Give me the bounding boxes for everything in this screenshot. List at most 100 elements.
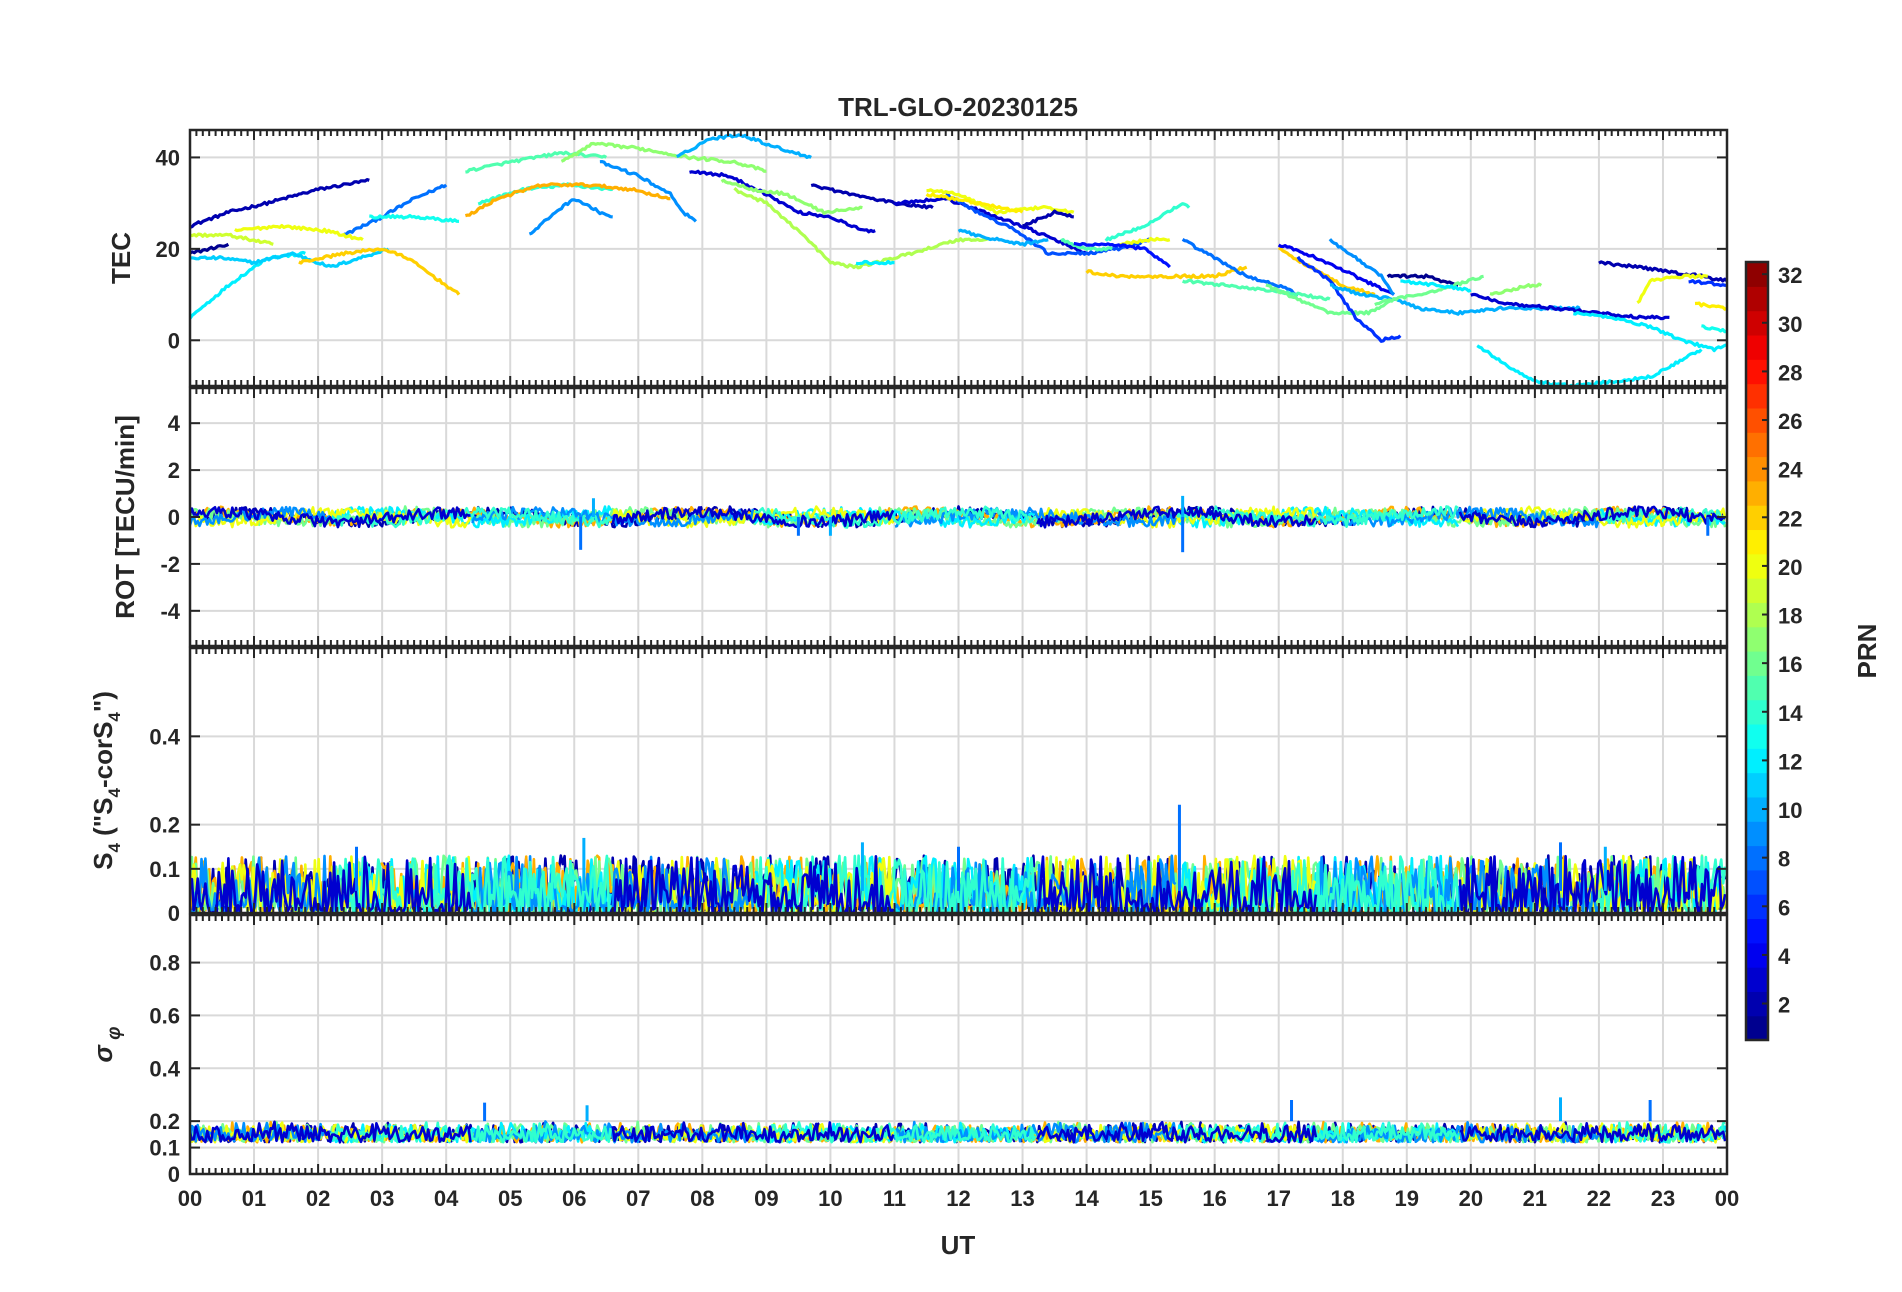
s4-y-tick-label: 0.4 — [149, 724, 180, 749]
colorbar-frame — [1744, 260, 1770, 1042]
tec-series-prn-13 — [1701, 324, 1727, 334]
colorbar-cell — [1746, 553, 1768, 579]
s4-y-tick-label: 0.2 — [149, 813, 180, 838]
rot-series-prn-3 — [190, 505, 1726, 529]
x-tick-label: 04 — [434, 1186, 459, 1211]
colorbar-cell — [1746, 651, 1768, 676]
s4-y-tick-label: 0 — [168, 901, 180, 926]
sigma_phi-y-tick-label: 0.1 — [149, 1136, 180, 1161]
colorbar-cell — [1746, 262, 1768, 287]
x-tick-label: 02 — [306, 1186, 330, 1211]
x-tick-label: 21 — [1523, 1186, 1547, 1211]
s4-label-part: -corS — [88, 722, 118, 788]
sigma_phi-series-prn-14 — [330, 1121, 1726, 1144]
colorbar-cell — [1746, 894, 1768, 920]
tec-series-prn-10 — [1329, 283, 1581, 316]
tec-x-tick-marks — [189, 130, 1728, 386]
colorbar-cell — [1746, 723, 1768, 749]
tec-series-prn-10 — [957, 228, 1049, 247]
rot-y-tick-label: 2 — [168, 458, 180, 483]
sigma_phi-y-tick-label: 0.8 — [149, 951, 180, 976]
tec-y-tick-label: 20 — [156, 237, 180, 262]
colorbar-cell — [1746, 602, 1768, 628]
colorbar-cell — [1746, 918, 1768, 944]
tec-series-prn-12 — [1476, 344, 1703, 386]
sigma_phi-y-tick-label: 0 — [168, 1162, 180, 1187]
x-tick-label: 03 — [370, 1186, 394, 1211]
colorbar-cell — [1746, 748, 1768, 774]
colorbar-tick-label: 14 — [1778, 701, 1803, 726]
s4-label-part: 4 — [105, 843, 124, 853]
s4-label-part: ("S — [88, 798, 118, 844]
colorbar-tick-label: 22 — [1778, 506, 1802, 531]
x-tick-label: 06 — [562, 1186, 586, 1211]
sigma_phi-y-tick-label: 0.4 — [149, 1056, 180, 1081]
colorbar-cell — [1746, 869, 1768, 895]
colorbar-cell — [1746, 626, 1768, 652]
tec-series-prn-17 — [560, 141, 767, 173]
colorbar-tick-label: 30 — [1778, 312, 1802, 337]
tec-series-prn-15 — [1060, 238, 1113, 252]
s4-y-axis-label: S4 ("S4-corS4") — [88, 691, 124, 870]
x-tick-label: 17 — [1266, 1186, 1290, 1211]
colorbar-tick-label: 6 — [1778, 895, 1790, 920]
tec-series-prn-20 — [1636, 273, 1709, 304]
tec-series-prn-23 — [464, 182, 671, 218]
tec-series-prn-3 — [1470, 292, 1670, 321]
colorbar-tick-label: 32 — [1778, 263, 1802, 288]
colorbar-tick-label: 24 — [1778, 458, 1803, 483]
sigma_phi-x-tick-marks — [189, 915, 1728, 1174]
tec-series-prn-19 — [190, 232, 274, 246]
tec-series-prn-13 — [369, 213, 460, 223]
tec-series-prn-6 — [1688, 279, 1727, 288]
sigma_phi-series-prn-3 — [190, 1120, 1727, 1144]
colorbar-cell — [1746, 480, 1768, 506]
rot-y-tick-label: 0 — [168, 505, 180, 530]
tec-series-prn-22 — [1085, 265, 1248, 280]
tec-series-prn-22 — [298, 247, 461, 296]
tec-series-prn-10 — [676, 133, 812, 159]
colorbar-cell — [1746, 310, 1768, 336]
x-tick-label: 22 — [1587, 1186, 1611, 1211]
colorbar-cell — [1746, 821, 1768, 847]
colorbar-tick-label: 18 — [1778, 604, 1802, 629]
rot-y-tick-label: -2 — [160, 552, 180, 577]
colorbar-cell — [1746, 578, 1768, 603]
s4-y-tick-label: 0.1 — [149, 857, 180, 882]
tec-series-prn-12 — [1573, 310, 1727, 353]
rot-series-prn-9 — [190, 505, 1600, 529]
colorbar-cell — [1746, 991, 1768, 1017]
colorbar-tick-label: 10 — [1778, 798, 1802, 823]
rot-series-group — [190, 495, 1727, 553]
tec-series-prn-1 — [1386, 273, 1459, 287]
colorbar-cell — [1746, 383, 1768, 409]
sigma_phi-series-prn-9 — [190, 1120, 1600, 1144]
tec-series-prn-12 — [1400, 279, 1472, 293]
colorbar-tick-label: 12 — [1778, 749, 1802, 774]
colorbar-cell — [1746, 456, 1768, 482]
colorbar-cell — [1746, 286, 1768, 312]
s4-label-part: 4 — [105, 788, 124, 798]
tec-series-prn-11 — [190, 247, 390, 268]
rot-series-prn-14 — [331, 505, 1727, 529]
tec-series-prn-21 — [1694, 301, 1727, 311]
tec-series-prn-16 — [1265, 283, 1395, 316]
colorbar-cell — [1746, 796, 1768, 822]
tec-series-prn-16 — [1374, 274, 1484, 307]
rot-y-tick-label: 4 — [168, 411, 181, 436]
tec-series-prn-9 — [528, 198, 613, 236]
tec-series-prn-21 — [925, 192, 1024, 214]
tec-series-prn-3 — [689, 169, 876, 234]
colorbar-tick-label: 4 — [1778, 944, 1791, 969]
colorbar-tick-label: 16 — [1778, 652, 1802, 677]
tec-y-tick-label: 0 — [168, 328, 180, 353]
colorbar-tick-label: 2 — [1778, 993, 1790, 1018]
panel-s4: 0 0.1 0.2 0.4 S4 ("S4-corS4") — [88, 646, 1729, 926]
x-tick-labels: 00 01 02 03 04 05 06 07 08 09 10 11 12 13 14 15 16 17 18 19… — [178, 1186, 1739, 1211]
tec-series-prn-14 — [1104, 202, 1191, 242]
tec-series-prn-20 — [234, 223, 364, 242]
rot-x-tick-marks — [189, 388, 1728, 646]
colorbar-cell — [1746, 675, 1768, 701]
colorbar-tick-label: 28 — [1778, 360, 1802, 385]
